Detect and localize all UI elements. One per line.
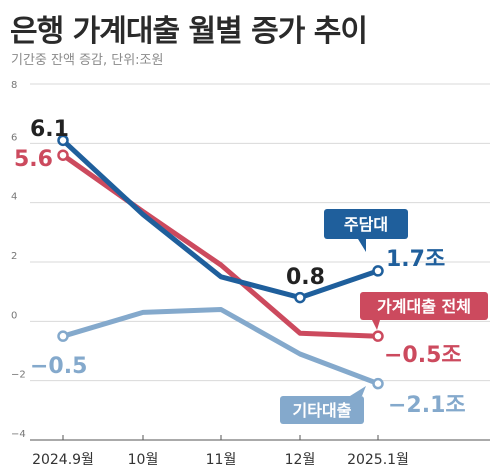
tag-pointer [372, 320, 380, 330]
tag-pointer [350, 386, 366, 396]
y-tick-label: −2 [11, 370, 26, 381]
y-axis-labels: 8 6 4 2 0 −2 −4 [11, 80, 26, 440]
data-label: −0.5조 [384, 343, 462, 368]
series-line-housing [60, 137, 381, 301]
data-label: 0.8 [286, 265, 325, 290]
chart-grid [30, 83, 490, 382]
x-tick-label: 12월 [285, 452, 316, 468]
series-tag-total [360, 292, 488, 320]
series-tag-label: 가계대출 전체 [377, 297, 471, 316]
series-tag-housing [324, 209, 408, 239]
chart-subtitle: 기간중 잔액 증감, 단위:조원 [11, 53, 164, 68]
data-point-marker [57, 330, 69, 342]
y-tick-label: 2 [11, 251, 17, 262]
y-tick-label: 6 [11, 132, 17, 143]
data-point-marker [372, 265, 384, 277]
page-title: 은행 가계대출 월별 증가 추이 [10, 14, 368, 49]
x-tick-label: 2024.9월 [32, 452, 94, 468]
y-tick-label: 8 [11, 80, 17, 91]
data-point-marker [294, 291, 306, 304]
data-label: −2.1조 [388, 393, 466, 418]
x-tick-label: 2025.1월 [347, 452, 409, 468]
data-point-marker [57, 134, 69, 147]
y-tick-label: 0 [11, 310, 17, 321]
data-label: 6.1 [30, 117, 69, 142]
data-label: 5.6 [14, 147, 53, 172]
data-label: −0.5 [30, 354, 87, 379]
y-tick-label: −4 [11, 429, 26, 440]
y-tick-label: 4 [11, 192, 17, 203]
chart-markers [57, 134, 384, 390]
x-tick-label: 11월 [206, 452, 237, 468]
x-axis-labels: 2024.9월 10월 11월 12월 2025.1월 [32, 452, 409, 468]
series-tag-label: 기타대출 [293, 401, 352, 420]
x-tick-label: 10월 [128, 452, 159, 468]
series-tag-label: 주담대 [344, 215, 388, 234]
series-tag-other [280, 396, 364, 424]
value-labels: 6.1 5.6 −0.5 0.8 1.7조 −0.5조 −2.1조 [14, 117, 466, 418]
data-point-marker [372, 330, 384, 342]
tag-pointer [358, 239, 366, 252]
chart-axes [30, 435, 490, 441]
data-point-marker [372, 377, 384, 390]
chart-lines [60, 137, 381, 387]
data-label: 1.7조 [386, 247, 445, 272]
series-line-other [60, 307, 381, 387]
data-point-marker [57, 149, 69, 161]
